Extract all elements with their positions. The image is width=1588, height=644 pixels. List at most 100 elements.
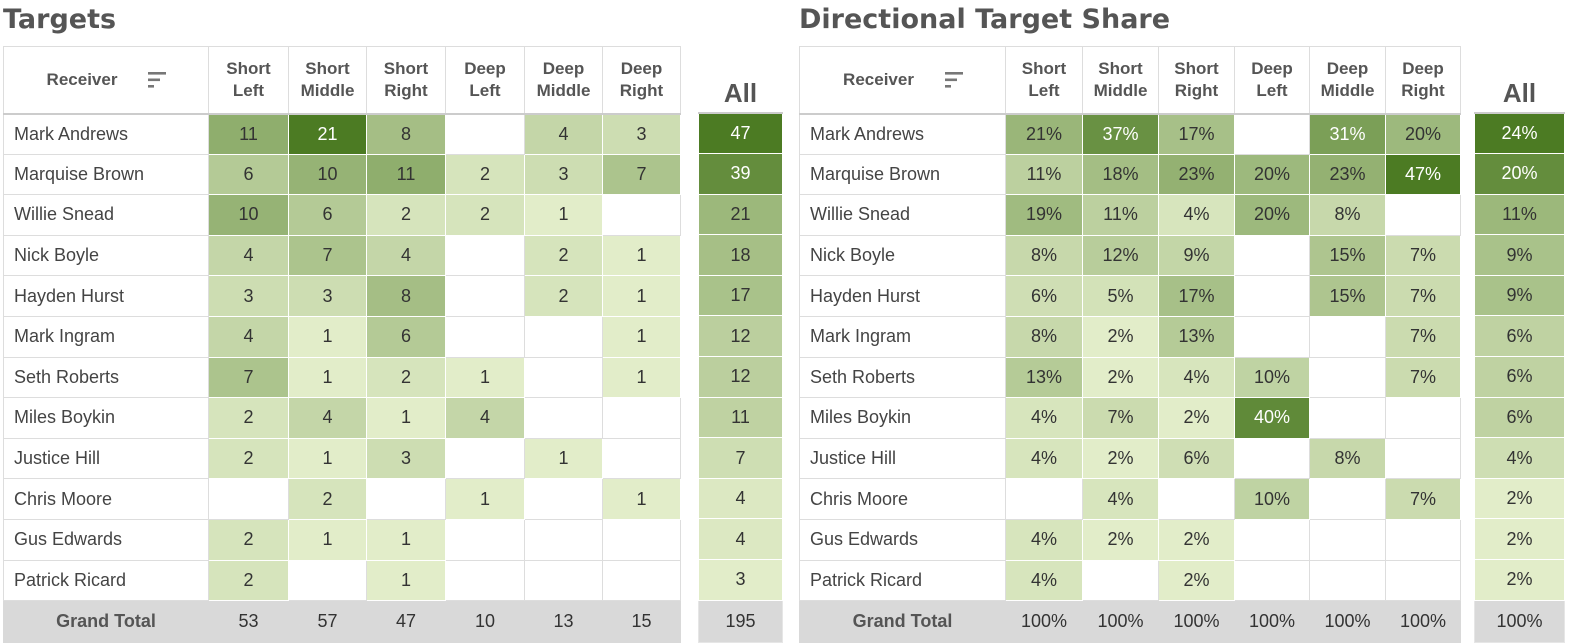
table-row[interactable]: Miles Boykin 4% 7% 2% 40%	[799, 397, 1461, 439]
table-row[interactable]: Justice Hill 2 1 3 1	[3, 437, 681, 480]
value-cell: 7%	[1385, 234, 1461, 277]
receiver-name: Mark Ingram	[3, 315, 209, 358]
value-cell: 1	[602, 234, 681, 277]
table-row[interactable]: Willie Snead 19% 11% 4% 20% 8%	[799, 194, 1461, 236]
receiver-name: Marquise Brown	[799, 153, 1006, 196]
value-cell: 10	[208, 194, 289, 236]
column-header-line: Middle	[1093, 80, 1148, 100]
all-value-cell: 4%	[1474, 437, 1565, 479]
table-row[interactable]: Mark Ingram 8% 2% 13% 7%	[799, 315, 1461, 358]
column-header[interactable]: Short Middle	[288, 46, 367, 115]
value-cell: 1	[602, 275, 681, 317]
value-cell: 21	[288, 113, 367, 155]
value-cell: 3	[366, 437, 446, 480]
table-row[interactable]: Seth Roberts 13% 2% 4% 10% 7%	[799, 356, 1461, 399]
table-row[interactable]: Nick Boyle 8% 12% 9% 15% 7%	[799, 234, 1461, 277]
value-cell: 15%	[1309, 275, 1386, 317]
value-cell: 6%	[1158, 437, 1235, 480]
column-header[interactable]: Short Left	[1005, 46, 1083, 115]
table-row[interactable]: Willie Snead 10 6 2 2 1	[3, 194, 681, 236]
all-value-cell: 2%	[1474, 518, 1565, 561]
sort-icon[interactable]	[148, 71, 168, 89]
column-header-line: Short	[1098, 58, 1143, 78]
value-cell: 4	[288, 397, 367, 439]
table-row[interactable]: Chris Moore 4% 10% 7%	[799, 478, 1461, 520]
receiver-name: Hayden Hurst	[799, 275, 1006, 317]
value-cell: 1	[288, 437, 367, 480]
column-header[interactable]: Deep Left	[1234, 46, 1310, 115]
table-row[interactable]: Miles Boykin 2 4 1 4	[3, 397, 681, 439]
receiver-name: Mark Ingram	[799, 315, 1006, 358]
table-row[interactable]: Marquise Brown 6 10 11 2 3 7	[3, 153, 681, 196]
table-row[interactable]: Marquise Brown 11% 18% 23% 20% 23% 47%	[799, 153, 1461, 196]
table-row[interactable]: Seth Roberts 7 1 2 1 1	[3, 356, 681, 399]
value-cell: 4	[366, 234, 446, 277]
table-row[interactable]: Mark Ingram 4 1 6 1	[3, 315, 681, 358]
value-cell: 7	[208, 356, 289, 399]
value-cell	[366, 478, 446, 520]
column-header[interactable]: Short Middle	[1082, 46, 1159, 115]
value-cell: 2	[524, 275, 603, 317]
receiver-name: Mark Andrews	[3, 113, 209, 155]
all-value-cell: 9%	[1474, 274, 1565, 317]
receiver-name: Gus Edwards	[3, 518, 209, 561]
value-cell: 2%	[1082, 315, 1159, 358]
value-cell	[1309, 315, 1386, 358]
column-header[interactable]: Short Left	[208, 46, 289, 115]
sort-icon[interactable]	[945, 71, 965, 89]
column-header[interactable]: Deep Right	[602, 46, 681, 115]
table-row[interactable]: Patrick Ricard 2 1	[3, 559, 681, 602]
value-cell	[1234, 559, 1310, 602]
panel-title: Targets	[3, 4, 117, 35]
table-row[interactable]: Hayden Hurst 3 3 8 2 1	[3, 275, 681, 317]
value-cell: 13%	[1005, 356, 1083, 399]
value-cell: 7	[288, 234, 367, 277]
value-cell: 6%	[1005, 275, 1083, 317]
total-cell: 100%	[1158, 600, 1235, 644]
table-row[interactable]: Gus Edwards 4% 2% 2%	[799, 518, 1461, 561]
receiver-column-header[interactable]: Receiver	[799, 46, 1006, 115]
table-row[interactable]: Justice Hill 4% 2% 6% 8%	[799, 437, 1461, 480]
all-value-cell: 6%	[1474, 356, 1565, 398]
value-cell	[524, 397, 603, 439]
table-row[interactable]: Gus Edwards 2 1 1	[3, 518, 681, 561]
receiver-name: Miles Boykin	[3, 397, 209, 439]
value-cell	[445, 518, 525, 561]
value-cell: 2	[366, 356, 446, 399]
table-row[interactable]: Patrick Ricard 4% 2%	[799, 559, 1461, 602]
value-cell	[524, 559, 603, 602]
grand-total-row: Grand Total 100% 100% 100% 100% 100% 100%	[799, 600, 1461, 644]
value-cell: 10%	[1234, 478, 1310, 520]
column-header[interactable]: Deep Middle	[1309, 46, 1386, 115]
column-header-line: Deep	[1402, 58, 1444, 78]
receiver-column-header[interactable]: Receiver	[3, 46, 209, 115]
value-cell	[1385, 437, 1461, 480]
value-cell	[1234, 275, 1310, 317]
receiver-name: Chris Moore	[3, 478, 209, 520]
table-row[interactable]: Hayden Hurst 6% 5% 17% 15% 7%	[799, 275, 1461, 317]
value-cell: 8	[366, 275, 446, 317]
value-cell: 7%	[1385, 275, 1461, 317]
table-row[interactable]: Chris Moore 2 1 1	[3, 478, 681, 520]
value-cell: 2%	[1082, 356, 1159, 399]
value-cell: 4%	[1082, 478, 1159, 520]
column-header[interactable]: Deep Middle	[524, 46, 603, 115]
table-row[interactable]: Mark Andrews 11 21 8 4 3	[3, 113, 681, 155]
column-header[interactable]: Short Right	[366, 46, 446, 115]
column-header[interactable]: Deep Left	[445, 46, 525, 115]
value-cell: 2%	[1158, 559, 1235, 602]
all-column-header[interactable]: All	[1474, 46, 1565, 114]
value-cell: 7%	[1385, 478, 1461, 520]
value-cell	[1309, 559, 1386, 602]
table-row[interactable]: Nick Boyle 4 7 4 2 1	[3, 234, 681, 277]
value-cell: 1	[445, 478, 525, 520]
all-column-header[interactable]: All	[698, 46, 783, 114]
receiver-name: Gus Edwards	[799, 518, 1006, 561]
column-header-line: Deep	[542, 58, 585, 78]
value-cell: 1	[288, 315, 367, 358]
column-header[interactable]: Short Right	[1158, 46, 1235, 115]
all-value-cell: 18	[698, 234, 783, 276]
table-row[interactable]: Mark Andrews 21% 37% 17% 31% 20%	[799, 113, 1461, 155]
receiver-name: Seth Roberts	[799, 356, 1006, 399]
column-header[interactable]: Deep Right	[1385, 46, 1461, 115]
